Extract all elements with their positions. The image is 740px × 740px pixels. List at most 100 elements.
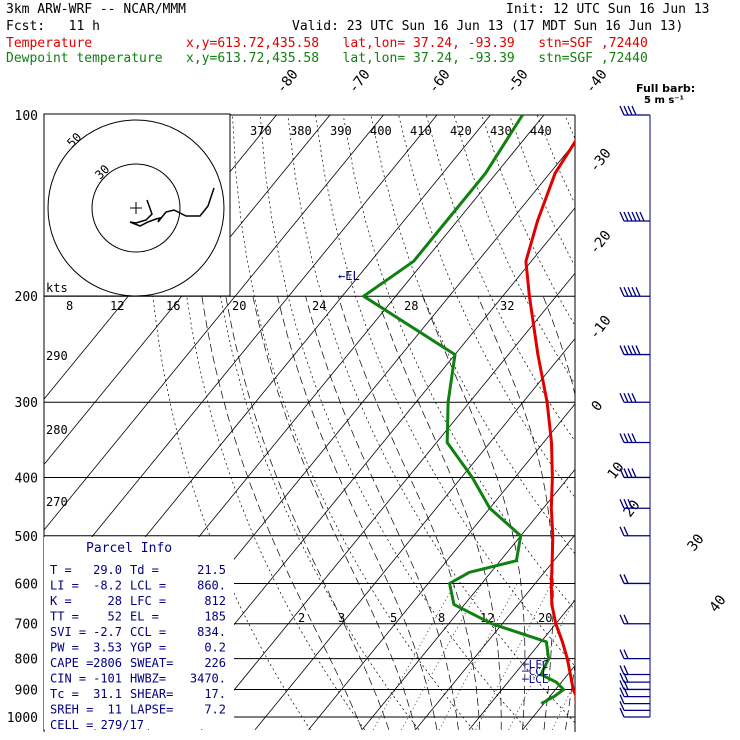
dry-adiabat xyxy=(176,114,366,731)
pressure-label: 100 xyxy=(15,109,38,124)
wind-barb xyxy=(619,345,650,356)
parcel-param-name: HWBZ= xyxy=(130,672,166,686)
isotherm-label: 30 xyxy=(685,531,708,554)
parcel-param-value: 860. xyxy=(197,579,226,593)
wind-barb xyxy=(619,433,650,444)
dry-adiabat xyxy=(287,114,575,724)
pressure-label: 700 xyxy=(15,618,38,633)
mixing-ratio-label: 16 xyxy=(166,299,180,313)
parcel-param-name: LAPSE= xyxy=(130,703,173,717)
theta-label: 400 xyxy=(370,124,392,138)
parcel-param-value: -101 xyxy=(93,672,122,686)
mixing-ratio-line xyxy=(438,583,518,730)
hodograph-origin xyxy=(130,202,142,214)
theta-label: 420 xyxy=(450,124,472,138)
mixing-ratio-label: 8 xyxy=(438,611,445,625)
mixing-ratio-line xyxy=(401,583,483,730)
parcel-param-value: 2806 xyxy=(93,656,122,670)
mixing-ratio-label: 24 xyxy=(312,299,326,313)
full-barb-units: 5 m s⁻¹ xyxy=(644,95,684,106)
wind-barb xyxy=(619,614,650,625)
parcel-param-name: EL = xyxy=(130,610,159,624)
dry-adiabat xyxy=(593,115,740,730)
dry-adiabat xyxy=(536,114,575,205)
parcel-param-value: -8.2 xyxy=(93,579,122,593)
parcel-param-name: SHEAR= xyxy=(130,687,173,701)
isotherm-label: -30 xyxy=(587,146,615,176)
parcel-param-value: 834. xyxy=(197,625,226,639)
isotherm-label: -70 xyxy=(346,67,374,97)
moist-adiabat xyxy=(201,296,363,730)
parcel-param-value: 226 xyxy=(204,656,226,670)
hodograph-trace xyxy=(129,187,215,227)
dry-adiabat xyxy=(425,114,575,442)
mixing-ratio-label: 5 xyxy=(390,611,397,625)
hodograph-ring xyxy=(91,163,181,253)
lcl-annotation: ─LCL xyxy=(521,673,549,686)
parcel-param-name: Td = xyxy=(130,563,159,577)
wind-barb xyxy=(619,105,650,116)
wind-barb xyxy=(619,498,650,509)
mixing-ratio-label: 8 xyxy=(66,299,73,313)
moist-adiabat xyxy=(542,296,575,730)
dry-adiabat xyxy=(564,114,575,140)
isotherm xyxy=(44,114,438,596)
dry-adiabat xyxy=(703,115,740,730)
dry-adiabat xyxy=(259,114,528,731)
moist-adiabat xyxy=(477,296,554,730)
isotherm xyxy=(522,665,575,731)
isotherm-label: -10 xyxy=(587,313,615,343)
moist-adiabat xyxy=(422,296,526,730)
isotherm xyxy=(415,534,575,731)
parcel-param-name: CAPE = xyxy=(50,656,93,670)
moist-adiabat xyxy=(252,296,416,730)
isotherm xyxy=(308,403,575,731)
parcel-param-value: 185 xyxy=(204,610,226,624)
temperature-info-line: Temperature x,y=613.72,435.58 lat,lon= 3… xyxy=(6,36,648,51)
init-time: Init: 12 UTC Sun 16 Jun 13 xyxy=(506,2,710,17)
theta-label: 380 xyxy=(290,124,312,138)
wind-barb xyxy=(619,526,650,537)
pressure-label: 400 xyxy=(15,471,38,486)
pressure-label: 500 xyxy=(15,530,38,545)
mixing-ratio-label: 3 xyxy=(338,611,345,625)
theta-label: 390 xyxy=(330,124,352,138)
parcel-cell-motion: CELL = 279/17 xyxy=(50,718,144,732)
isotherm-label: -50 xyxy=(504,67,532,97)
parcel-param-name: LFC = xyxy=(130,594,166,608)
dry-adiabat xyxy=(232,114,474,731)
mixing-ratio-label: 20 xyxy=(232,299,246,313)
isotherm xyxy=(44,114,331,466)
isotherm-label: -20 xyxy=(587,228,615,258)
isotherm xyxy=(254,338,575,731)
theta-label: 410 xyxy=(410,124,432,138)
parcel-param-value: -2.7 xyxy=(93,625,122,639)
parcel-param-name: TT = xyxy=(50,610,79,624)
theta-label: 270 xyxy=(46,495,68,509)
parcel-param-name: SREH = xyxy=(50,703,93,717)
theta-label: 430 xyxy=(490,124,512,138)
hodograph-ring xyxy=(47,119,225,297)
ccl-annotation: ─CCL xyxy=(521,665,549,678)
parcel-param-name: PW = xyxy=(50,641,79,655)
wind-barb xyxy=(619,211,650,222)
pressure-label: 900 xyxy=(15,683,38,698)
moist-adiabat xyxy=(305,296,459,730)
parcel-param-value: 812 xyxy=(204,594,226,608)
parcel-info-box xyxy=(44,537,234,729)
parcel-param-value: 21.5 xyxy=(197,563,226,577)
dry-adiabat xyxy=(620,115,740,730)
moist-adiabat xyxy=(225,296,390,730)
isotherm-label: 0 xyxy=(589,398,607,414)
valid-time: Valid: 23 UTC Sun 16 Jun 13 (17 MDT Sun … xyxy=(292,19,684,34)
dewpoint-profile xyxy=(362,114,566,705)
dry-adiabat xyxy=(676,115,740,730)
dry-adiabat xyxy=(398,114,575,499)
isotherm-label: -40 xyxy=(583,67,611,97)
dry-adiabat xyxy=(342,114,575,611)
wind-barb xyxy=(619,694,650,705)
parcel-param-name: LI = xyxy=(50,579,79,593)
dry-adiabat xyxy=(315,114,575,667)
forecast-hour: Fcst: 11 h xyxy=(6,19,100,34)
pressure-label: 200 xyxy=(15,290,38,305)
